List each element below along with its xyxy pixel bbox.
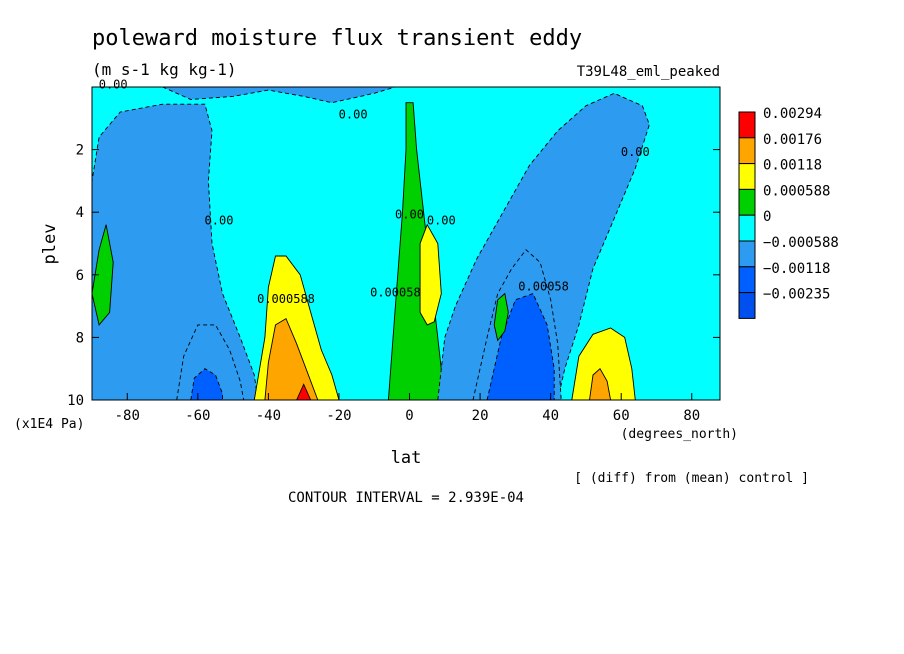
contour-region-tropical-jet (387, 102, 446, 401)
contour-region-sh-small-green (91, 224, 114, 326)
legend-label: −0.00118 (763, 261, 830, 277)
y-axis-units: (x1E4 Pa) (14, 417, 84, 432)
x-tick-label: 60 (613, 408, 630, 424)
legend-swatch (738, 292, 756, 319)
contour-label: 0.00 (205, 214, 234, 228)
legend-label: 0.00176 (763, 132, 822, 148)
contour-label: 0.00058 (370, 286, 421, 300)
x-axis-label: lat (391, 448, 422, 468)
contour-region-sh-neg-core (176, 324, 245, 401)
y-tick-label: 2 (76, 143, 84, 159)
contour-region-sh-pos-core (264, 317, 319, 401)
x-tick-label: 40 (542, 408, 559, 424)
legend-swatch (738, 163, 756, 190)
contour-region-sh-neg-inner (190, 368, 223, 401)
y-tick-label: 6 (76, 268, 84, 284)
plot-area: 0.000.000.000.00 0.00 0.000.000588 0.00058 0… (91, 78, 721, 401)
contour-region-sh-neg-lobe (91, 103, 259, 401)
contour-region-nh-small-green (493, 292, 509, 342)
y-axis-label: plev (40, 224, 60, 265)
legend-swatch (738, 266, 756, 294)
x-tick-label: -40 (256, 408, 281, 424)
x-tick-label: 80 (683, 408, 700, 424)
contour-label: 0.00058 (518, 280, 569, 294)
run-label: T39L48_eml_peaked (577, 64, 720, 80)
contour-label: 0.000588 (257, 292, 315, 306)
legend-label: −0.000588 (763, 235, 839, 251)
contour-label: 0.00 (427, 214, 456, 228)
y-axis: 2 4 6 8 10 (67, 143, 720, 409)
contour-region-top-neg (162, 86, 396, 104)
chart-title: poleward moisture flux transient eddy (92, 26, 582, 51)
legend-label: 0.00294 (763, 106, 822, 122)
chart-subtitle: (m s-1 kg kg-1) (92, 60, 237, 79)
contour-label: 0.00 (339, 107, 368, 121)
contour-interval: CONTOUR INTERVAL = 2.939E-04 (288, 490, 524, 506)
contour-label: 0.00 (99, 78, 128, 92)
y-tick-label: 8 (76, 330, 84, 346)
x-tick-label: -60 (185, 408, 210, 424)
legend-swatch (738, 240, 756, 268)
y-tick-label: 10 (67, 393, 84, 409)
legend-swatch (738, 137, 756, 165)
contour-region-nh-pos-60 (571, 327, 636, 401)
contour-label: 0.00 (395, 208, 424, 222)
x-tick-label: -20 (326, 408, 351, 424)
plot-frame (91, 86, 721, 401)
x-tick-label: 20 (472, 408, 489, 424)
legend-label: 0.000588 (763, 183, 830, 199)
legend-swatch (738, 214, 756, 242)
legend-swatch (738, 111, 756, 139)
contour-label: 0.00 (621, 145, 650, 159)
colorbar-legend: 0.00294 0.00176 0.00118 0.000588 0 −0.000588 −… (738, 106, 839, 319)
comparison-note: [ (diff) from (mean) control ] (574, 471, 809, 486)
x-tick-label: -80 (115, 408, 140, 424)
x-axis: -80 -60 -40 -20 0 20 40 60 80 (115, 393, 700, 424)
y-tick-label: 4 (76, 205, 84, 221)
x-tick-label: 0 (405, 408, 413, 424)
contour-region-eq-pos (419, 223, 442, 326)
x-axis-units: (degrees_north) (621, 427, 738, 442)
legend-label: 0 (763, 209, 771, 225)
legend-label: 0.00118 (763, 158, 822, 174)
legend-swatch (738, 188, 756, 216)
legend-label: −0.00235 (763, 287, 830, 303)
